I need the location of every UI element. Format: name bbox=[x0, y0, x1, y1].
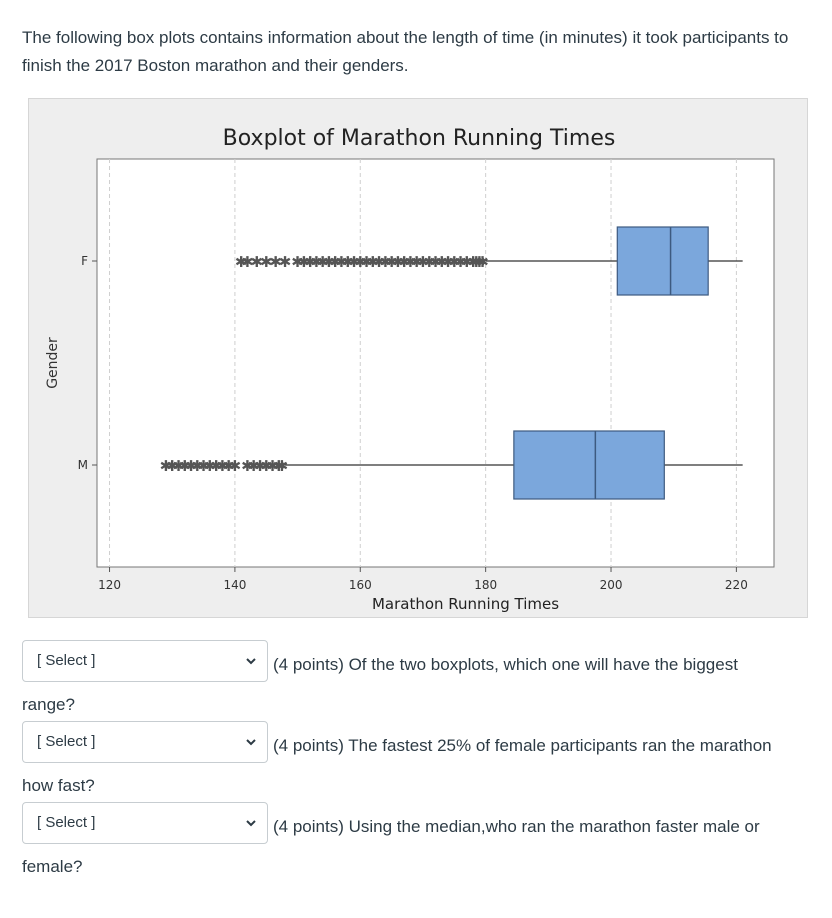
x-tick-label-220: 220 bbox=[725, 578, 748, 592]
outlier-M-16: ✱ bbox=[266, 457, 279, 475]
y-tick-label-F: F bbox=[81, 254, 88, 268]
outlier-M-12: ✱ bbox=[241, 457, 254, 475]
outlier-F-9: ✱ bbox=[310, 253, 323, 271]
outlier-F-2: ✱ bbox=[251, 253, 264, 271]
chevron-down-icon bbox=[246, 820, 256, 827]
outlier-F-29: ✱ bbox=[435, 253, 448, 271]
chevron-down-icon bbox=[246, 739, 256, 746]
outlier-F-27: ✱ bbox=[423, 253, 436, 271]
select-3-label: [ Select ] bbox=[37, 814, 96, 831]
outlier-M-6: ✱ bbox=[197, 457, 210, 475]
outlier-F-28: ✱ bbox=[429, 253, 442, 271]
y-axis-label: Gender bbox=[45, 337, 61, 389]
outlier-M-11: ✱ bbox=[229, 457, 242, 475]
outlier-M-3: ✱ bbox=[178, 457, 191, 475]
outlier-M-13: ✱ bbox=[247, 457, 260, 475]
outlier-F-26: ✱ bbox=[417, 253, 430, 271]
question-2-text: (4 points) The fastest 25% of female par… bbox=[273, 736, 772, 755]
outlier-F-37: ✱ bbox=[476, 253, 489, 271]
x-tick-label-180: 180 bbox=[474, 578, 497, 592]
outlier-F-34: ✱ bbox=[467, 253, 480, 271]
outlier-M-10: ✱ bbox=[222, 457, 235, 475]
x-tick-label-160: 160 bbox=[349, 578, 372, 592]
outlier-F-1: ✱ bbox=[241, 253, 254, 271]
outlier-F-33: ✱ bbox=[461, 253, 474, 271]
select-2-label: [ Select ] bbox=[37, 733, 96, 750]
outlier-F-25: ✱ bbox=[410, 253, 423, 271]
outlier-F-24: ✱ bbox=[404, 253, 417, 271]
outlier-F-10: ✱ bbox=[316, 253, 329, 271]
outlier-M-9: ✱ bbox=[216, 457, 229, 475]
answer-select-1[interactable]: [ Select ] bbox=[22, 640, 268, 682]
answer-select-3[interactable]: [ Select ] bbox=[22, 802, 268, 844]
box-F bbox=[616, 226, 709, 296]
outlier-M-5: ✱ bbox=[191, 457, 204, 475]
outlier-F-5: ✱ bbox=[279, 253, 292, 271]
outlier-F-8: ✱ bbox=[304, 253, 317, 271]
outlier-F-17: ✱ bbox=[360, 253, 373, 271]
select-1-label: [ Select ] bbox=[37, 652, 96, 669]
outlier-F-13: ✱ bbox=[335, 253, 348, 271]
intro-text: The following box plots contains informa… bbox=[22, 28, 789, 75]
x-tick-label-140: 140 bbox=[223, 578, 246, 592]
question-1-continuation: range? bbox=[22, 695, 75, 714]
box-M bbox=[513, 430, 665, 500]
outlier-F-36: ✱ bbox=[473, 253, 486, 271]
outlier-F-4: ✱ bbox=[269, 253, 282, 271]
boxplot-chart: Boxplot of Marathon Running Times 120 140 1… bbox=[28, 98, 808, 618]
question-1-text: (4 points) Of the two boxplots, which on… bbox=[273, 655, 738, 674]
y-tick-label-M: M bbox=[78, 458, 88, 472]
outlier-M-14: ✱ bbox=[254, 457, 267, 475]
question-3-continuation: female? bbox=[22, 857, 83, 876]
outlier-M-2: ✱ bbox=[172, 457, 185, 475]
outlier-M-4: ✱ bbox=[185, 457, 198, 475]
chart-title: Boxplot of Marathon Running Times bbox=[223, 126, 616, 151]
outlier-F-21: ✱ bbox=[385, 253, 398, 271]
outlier-F-31: ✱ bbox=[448, 253, 461, 271]
outlier-F-30: ✱ bbox=[442, 253, 455, 271]
plot-area bbox=[96, 158, 775, 568]
x-axis-label: Marathon Running Times bbox=[372, 595, 559, 613]
outlier-F-0: ✱ bbox=[235, 253, 248, 271]
answer-select-2[interactable]: [ Select ] bbox=[22, 721, 268, 763]
outlier-M-8: ✱ bbox=[210, 457, 223, 475]
outlier-F-12: ✱ bbox=[329, 253, 342, 271]
outlier-F-18: ✱ bbox=[367, 253, 380, 271]
question-2-continuation: how fast? bbox=[22, 776, 95, 795]
outlier-M-15: ✱ bbox=[260, 457, 273, 475]
x-tick-label-200: 200 bbox=[600, 578, 623, 592]
outlier-F-15: ✱ bbox=[348, 253, 361, 271]
outlier-F-3: ✱ bbox=[260, 253, 273, 271]
question-3-text: (4 points) Using the median,who ran the … bbox=[273, 817, 760, 836]
outlier-F-16: ✱ bbox=[354, 253, 367, 271]
outlier-F-22: ✱ bbox=[392, 253, 405, 271]
outlier-F-23: ✱ bbox=[398, 253, 411, 271]
outlier-M-1: ✱ bbox=[166, 457, 179, 475]
x-tick-label-120: 120 bbox=[98, 578, 121, 592]
outlier-F-6: ✱ bbox=[291, 253, 304, 271]
outlier-F-35: ✱ bbox=[470, 253, 483, 271]
outlier-F-7: ✱ bbox=[298, 253, 311, 271]
outlier-M-17: ✱ bbox=[272, 457, 285, 475]
outlier-M-18: ✱ bbox=[276, 457, 289, 475]
outlier-M-0: ✱ bbox=[160, 457, 173, 475]
outlier-F-20: ✱ bbox=[379, 253, 392, 271]
outlier-F-32: ✱ bbox=[454, 253, 467, 271]
outlier-F-14: ✱ bbox=[341, 253, 354, 271]
outlier-F-19: ✱ bbox=[373, 253, 386, 271]
chevron-down-icon bbox=[246, 658, 256, 665]
chart-svg: Boxplot of Marathon Running Times 120 140 1… bbox=[45, 126, 775, 613]
outlier-M-7: ✱ bbox=[204, 457, 217, 475]
outlier-F-11: ✱ bbox=[323, 253, 336, 271]
